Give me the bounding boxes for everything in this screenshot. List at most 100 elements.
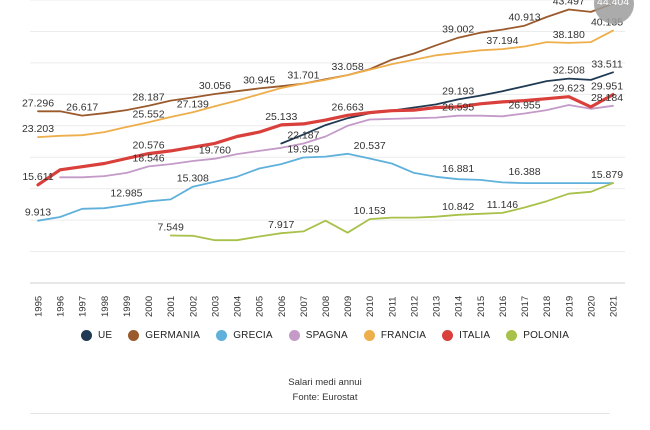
x-tick-label: 2010 [365, 296, 376, 317]
legend-label: GRECIA [233, 330, 273, 341]
legend-label: UE [97, 330, 113, 341]
data-label: 26.955 [508, 99, 540, 111]
data-label: 30.056 [199, 80, 231, 92]
legend-swatch [80, 330, 92, 341]
data-label: 15.611 [22, 171, 53, 183]
grid-lines [30, 0, 625, 284]
series-line-italia [36, 93, 615, 187]
legend-label: SPAGNA [305, 330, 348, 341]
x-tick-label: 2003 [210, 296, 221, 317]
legend-label: ITALIA [459, 330, 491, 341]
series-lines [36, 2, 615, 242]
x-tick-label: 2005 [255, 296, 266, 317]
x-tick-label: 2013 [432, 296, 443, 317]
x-tick-label: 2014 [454, 296, 465, 317]
data-label: 10.153 [354, 205, 386, 217]
legend-item-polonia: POLONIA [506, 330, 569, 341]
series-line-francia [37, 29, 614, 138]
legend: UE GERMANIA GRECIA SPAGNA FRANCIA ITALIA POLON… [0, 330, 650, 341]
legend-item-spagna: SPAGNA [288, 330, 348, 341]
data-labels: 27.296 26.617 28.187 30.056 30.945 31.701 33.0… [22, 0, 623, 234]
data-label: 26.617 [66, 102, 98, 114]
data-label: 15.308 [177, 173, 209, 185]
data-label: 27.139 [177, 98, 209, 110]
legend-swatch [216, 330, 228, 341]
data-label: 29.623 [553, 83, 585, 95]
data-label: 30.945 [243, 74, 275, 86]
chart-source: Fonte: Eurostat [292, 392, 358, 403]
series-line-ue [280, 71, 614, 145]
data-label: 37.194 [486, 35, 518, 47]
x-tick-label: 2016 [498, 296, 509, 317]
data-label: 38.180 [553, 29, 585, 41]
data-label: 12.985 [110, 187, 142, 199]
x-tick-label: 1996 [56, 296, 67, 317]
legend-item-ue: UE [80, 330, 113, 341]
legend-swatch [442, 330, 454, 341]
data-label: 43.497 [553, 0, 585, 7]
data-label: 39.002 [442, 24, 474, 36]
data-label: 16.388 [508, 166, 540, 178]
line-chart: 27.296 26.617 28.187 30.056 30.945 31.701 33.0… [22, 0, 625, 317]
data-label: 32.508 [553, 65, 585, 77]
x-tick-label: 2018 [542, 296, 553, 317]
x-tick-label: 2000 [144, 296, 155, 317]
divider [30, 413, 610, 414]
data-label: 15.879 [591, 169, 623, 181]
data-label: 33.058 [332, 61, 364, 73]
x-tick-label: 2011 [387, 297, 398, 317]
chart-subtitle: Salari medi annui [288, 377, 362, 388]
data-label: 22.187 [287, 129, 319, 141]
x-tick-label: 2008 [321, 296, 332, 317]
data-label: 26.595 [442, 102, 474, 114]
data-label: 19.959 [287, 143, 319, 155]
legend-swatch [506, 330, 518, 341]
legend-label: POLONIA [523, 330, 570, 341]
series-line-polonia [169, 182, 614, 242]
x-tick-label: 1999 [122, 296, 133, 317]
x-tick-label: 1995 [34, 296, 45, 317]
x-tick-label: 1997 [78, 296, 89, 317]
legend-item-francia: FRANCIA [363, 330, 427, 341]
data-label: 7.917 [268, 219, 294, 231]
data-label: 28.187 [133, 92, 165, 104]
x-tick-label: 2020 [586, 296, 597, 317]
data-label: 16.881 [442, 163, 474, 175]
x-tick-label: 2002 [188, 296, 199, 317]
data-label: 11.146 [487, 199, 518, 211]
data-label: 25.133 [265, 111, 297, 123]
x-tick-label: 2006 [277, 296, 288, 317]
x-tick-label: 2009 [343, 296, 354, 317]
data-label: 19.760 [199, 145, 231, 157]
series-line-spagna [59, 104, 614, 179]
x-tick-label: 2007 [299, 296, 310, 317]
data-label: 20.576 [133, 140, 165, 152]
data-label: 26.663 [332, 101, 364, 113]
legend-item-germania: GERMANIA [128, 330, 200, 341]
legend-label: GERMANIA [145, 330, 201, 341]
legend-label: FRANCIA [380, 330, 427, 341]
x-tick-label: 2012 [409, 296, 420, 317]
legend-swatch [288, 330, 300, 341]
data-label: 25.552 [133, 108, 165, 120]
legend-item-italia: ITALIA [442, 330, 490, 341]
data-label: 7.549 [158, 222, 184, 234]
data-label: 27.296 [22, 97, 54, 109]
x-axis-ticks: 1995 1996 1997 1998 1999 2000 2001 2002 2003 2004… [34, 296, 620, 317]
highlight-marker-value: 44.404 [597, 0, 630, 8]
x-tick-label: 2015 [476, 296, 487, 317]
data-label: 18.546 [133, 152, 165, 164]
x-tick-label: 2001 [166, 296, 177, 317]
data-label: 31.701 [287, 70, 319, 82]
data-label: 20.537 [354, 140, 386, 152]
x-tick-label: 2019 [564, 296, 575, 317]
x-tick-label: 2017 [520, 296, 531, 317]
x-tick-label: 2004 [233, 296, 244, 317]
data-label: 29.951 [591, 81, 623, 93]
data-label: 28.184 [591, 92, 623, 104]
legend-swatch [363, 330, 375, 341]
series-line-grecia [37, 152, 614, 222]
data-label: 33.511 [591, 58, 622, 70]
legend-item-grecia: GRECIA [216, 330, 273, 341]
data-label: 23.203 [22, 123, 54, 135]
